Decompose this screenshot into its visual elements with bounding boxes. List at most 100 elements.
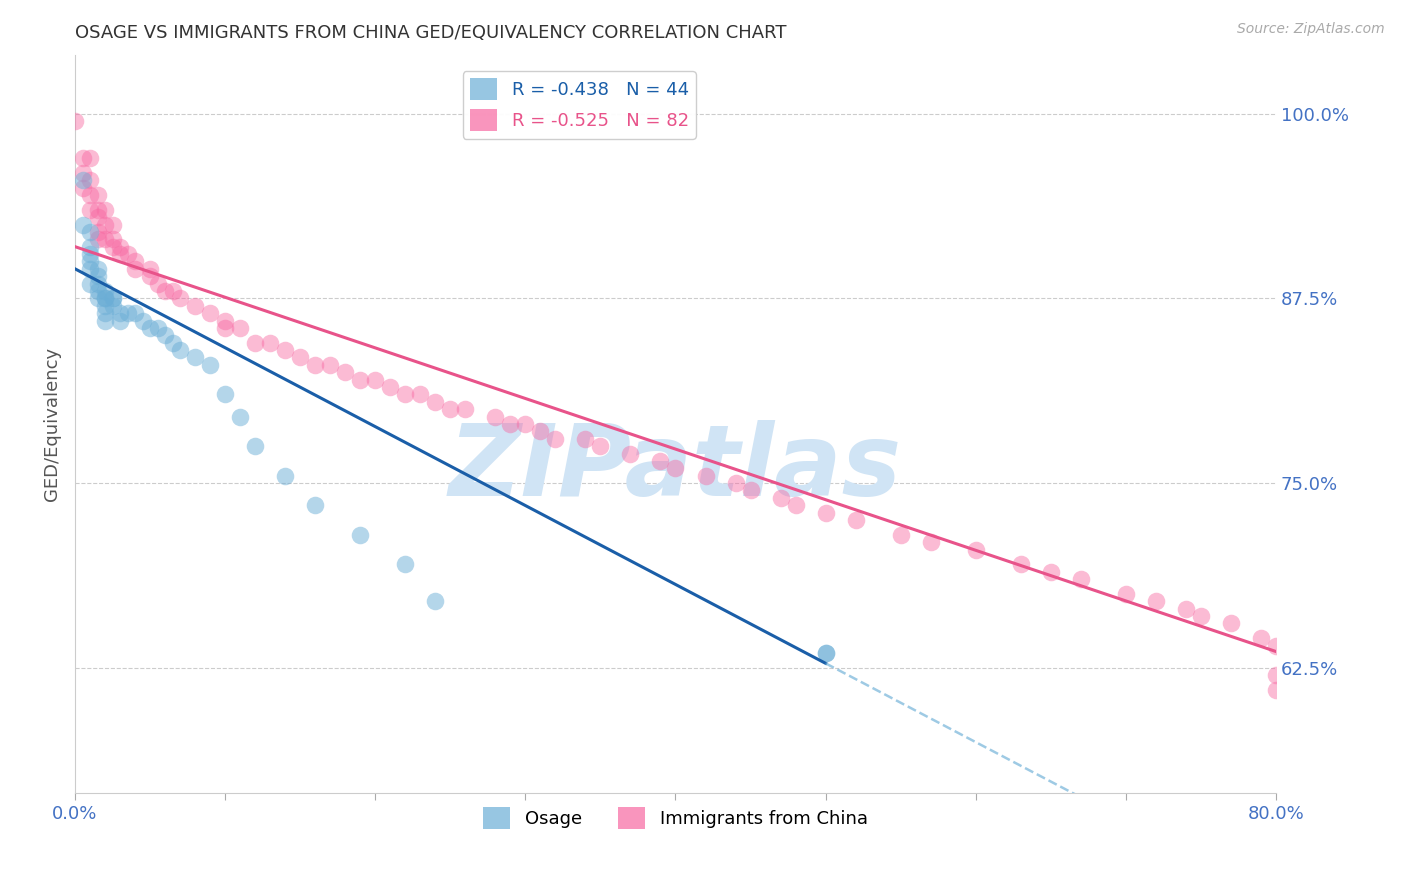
- Point: [153, 284, 176, 298]
- Point: [243, 335, 266, 350]
- Point: [86, 277, 108, 291]
- Point: [162, 284, 184, 298]
- Point: [214, 387, 236, 401]
- Point: [108, 306, 131, 320]
- Point: [229, 409, 252, 424]
- Point: [198, 306, 221, 320]
- Point: [86, 284, 108, 298]
- Point: [72, 218, 94, 232]
- Point: [319, 358, 342, 372]
- Point: [214, 321, 236, 335]
- Point: [101, 292, 124, 306]
- Point: [425, 394, 447, 409]
- Point: [1144, 594, 1167, 608]
- Point: [86, 292, 108, 306]
- Point: [409, 387, 432, 401]
- Point: [117, 306, 139, 320]
- Point: [589, 439, 612, 453]
- Point: [1010, 558, 1032, 572]
- Point: [664, 461, 686, 475]
- Point: [529, 425, 551, 439]
- Point: [153, 328, 176, 343]
- Point: [890, 528, 912, 542]
- Legend: Osage, Immigrants from China: Osage, Immigrants from China: [477, 799, 875, 836]
- Point: [184, 351, 207, 365]
- Point: [94, 232, 117, 246]
- Point: [1265, 639, 1288, 653]
- Point: [1265, 668, 1288, 682]
- Point: [94, 202, 117, 217]
- Point: [94, 284, 117, 298]
- Point: [86, 232, 108, 246]
- Point: [72, 180, 94, 194]
- Point: [515, 417, 537, 431]
- Point: [169, 292, 191, 306]
- Point: [72, 151, 94, 165]
- Point: [1039, 565, 1062, 579]
- Point: [146, 321, 169, 335]
- Text: Source: ZipAtlas.com: Source: ZipAtlas.com: [1237, 22, 1385, 37]
- Point: [380, 380, 402, 394]
- Point: [79, 202, 101, 217]
- Point: [79, 225, 101, 239]
- Point: [94, 313, 117, 327]
- Point: [229, 321, 252, 335]
- Point: [94, 292, 117, 306]
- Point: [1250, 631, 1272, 645]
- Point: [124, 261, 146, 276]
- Point: [139, 269, 162, 284]
- Point: [814, 506, 837, 520]
- Point: [86, 261, 108, 276]
- Point: [1189, 609, 1212, 624]
- Point: [94, 299, 117, 313]
- Point: [86, 225, 108, 239]
- Point: [785, 498, 807, 512]
- Point: [86, 210, 108, 224]
- Point: [79, 151, 101, 165]
- Point: [304, 358, 326, 372]
- Point: [439, 402, 461, 417]
- Point: [79, 247, 101, 261]
- Point: [1070, 572, 1092, 586]
- Point: [243, 439, 266, 453]
- Point: [814, 646, 837, 660]
- Point: [198, 358, 221, 372]
- Point: [920, 535, 942, 549]
- Point: [364, 373, 387, 387]
- Point: [86, 202, 108, 217]
- Point: [724, 476, 747, 491]
- Point: [1265, 682, 1288, 697]
- Point: [169, 343, 191, 357]
- Text: ZIPatlas: ZIPatlas: [449, 420, 903, 516]
- Point: [335, 365, 357, 379]
- Point: [650, 454, 672, 468]
- Y-axis label: GED/Equivalency: GED/Equivalency: [44, 347, 60, 501]
- Text: OSAGE VS IMMIGRANTS FROM CHINA GED/EQUIVALENCY CORRELATION CHART: OSAGE VS IMMIGRANTS FROM CHINA GED/EQUIV…: [75, 24, 786, 42]
- Point: [94, 218, 117, 232]
- Point: [139, 321, 162, 335]
- Point: [94, 292, 117, 306]
- Point: [1174, 601, 1197, 615]
- Point: [1219, 616, 1241, 631]
- Point: [131, 313, 153, 327]
- Point: [425, 594, 447, 608]
- Point: [304, 498, 326, 512]
- Point: [619, 446, 641, 460]
- Point: [965, 542, 987, 557]
- Point: [1115, 587, 1137, 601]
- Point: [740, 483, 762, 498]
- Point: [124, 254, 146, 268]
- Point: [72, 166, 94, 180]
- Point: [349, 373, 371, 387]
- Point: [108, 240, 131, 254]
- Point: [574, 432, 596, 446]
- Point: [290, 351, 312, 365]
- Point: [79, 173, 101, 187]
- Point: [394, 387, 416, 401]
- Point: [79, 261, 101, 276]
- Point: [146, 277, 169, 291]
- Point: [94, 306, 117, 320]
- Point: [814, 646, 837, 660]
- Point: [79, 188, 101, 202]
- Point: [79, 254, 101, 268]
